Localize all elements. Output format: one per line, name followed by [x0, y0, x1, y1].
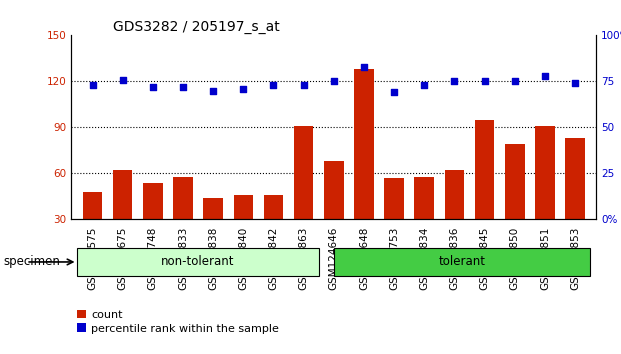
- Point: [359, 64, 369, 69]
- Bar: [264, 195, 283, 266]
- Bar: [83, 192, 102, 266]
- Text: specimen: specimen: [3, 256, 60, 268]
- Point: [389, 90, 399, 95]
- Point: [178, 84, 188, 90]
- Bar: [445, 170, 465, 266]
- Bar: [294, 126, 314, 266]
- Point: [329, 79, 339, 84]
- Point: [479, 79, 489, 84]
- Point: [450, 79, 460, 84]
- Point: [118, 77, 128, 82]
- Point: [238, 86, 248, 92]
- Bar: [233, 195, 253, 266]
- Text: non-tolerant: non-tolerant: [161, 256, 235, 268]
- Text: tolerant: tolerant: [438, 256, 486, 268]
- Legend: count, percentile rank within the sample: count, percentile rank within the sample: [77, 310, 279, 333]
- Bar: [535, 126, 555, 266]
- Bar: [78, 248, 319, 276]
- Point: [570, 80, 580, 86]
- Bar: [354, 69, 374, 266]
- Point: [88, 82, 97, 88]
- Bar: [475, 120, 494, 266]
- Bar: [384, 178, 404, 266]
- Point: [268, 82, 278, 88]
- Bar: [173, 177, 193, 266]
- Point: [510, 79, 520, 84]
- Bar: [565, 138, 585, 266]
- Bar: [334, 248, 590, 276]
- Point: [540, 73, 550, 79]
- Bar: [143, 183, 163, 266]
- Point: [208, 88, 218, 93]
- Text: GDS3282 / 205197_s_at: GDS3282 / 205197_s_at: [114, 21, 280, 34]
- Bar: [324, 161, 343, 266]
- Point: [419, 82, 429, 88]
- Bar: [203, 198, 223, 266]
- Bar: [414, 177, 434, 266]
- Bar: [113, 170, 132, 266]
- Point: [299, 82, 309, 88]
- Bar: [505, 144, 525, 266]
- Point: [148, 84, 158, 90]
